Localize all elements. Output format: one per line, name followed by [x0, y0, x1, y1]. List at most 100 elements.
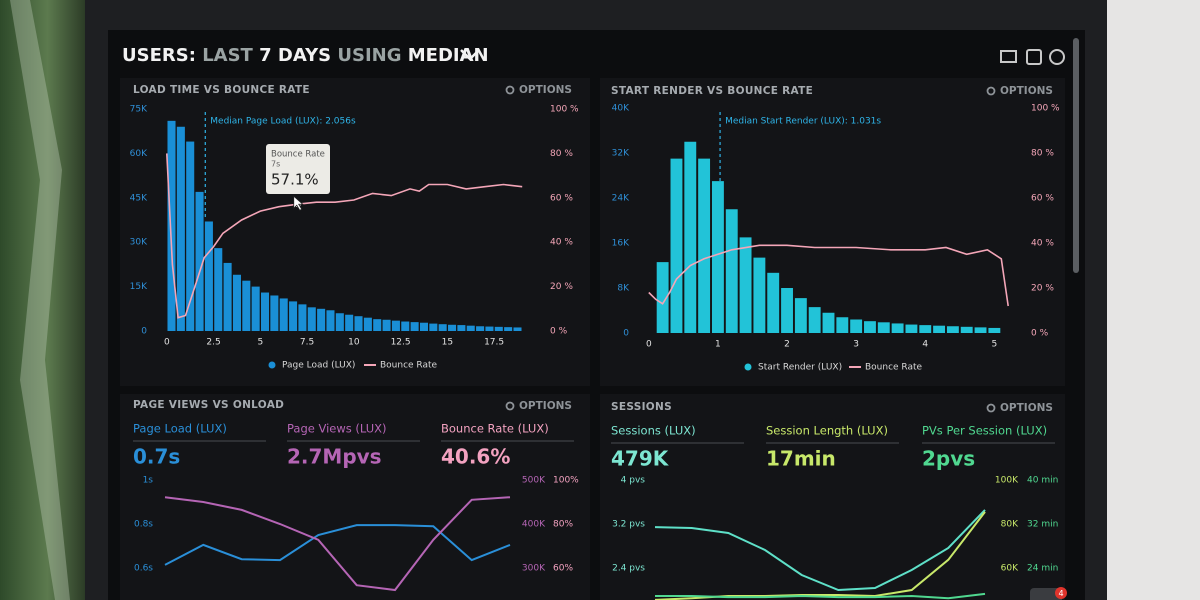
- bar: [279, 298, 288, 331]
- share-icon[interactable]: [1026, 49, 1042, 65]
- bar: [448, 324, 457, 331]
- x-tick-label: 10: [348, 338, 360, 348]
- kpi-value: 0.7s: [133, 445, 180, 469]
- bar: [270, 295, 279, 331]
- kpi-label: Session Length (LUX): [766, 424, 888, 438]
- line: [164, 496, 511, 592]
- y-tick-label: 2.4 pvs: [612, 564, 645, 574]
- y-tick-label: 24K: [612, 194, 630, 204]
- y3-tick-label: 24 min: [1027, 564, 1058, 574]
- legend-label: Start Render (LUX): [758, 363, 842, 373]
- kpi-label: Bounce Rate (LUX): [441, 422, 549, 436]
- y-tick-label: 0: [623, 329, 629, 339]
- bar: [974, 327, 987, 333]
- dropdown-chevron[interactable]: [460, 49, 480, 61]
- bar: [195, 191, 204, 331]
- kpi-label: Page Load (LUX): [133, 422, 227, 436]
- y-tick-label: 45K: [130, 193, 148, 203]
- y2-tick-label: 80 %: [1031, 149, 1054, 159]
- panel-title: SESSIONS: [611, 401, 672, 413]
- y2-tick-label: 500K: [522, 476, 546, 486]
- bar: [504, 327, 513, 331]
- x-tick-label: 2.5: [206, 338, 220, 348]
- bar: [513, 327, 522, 331]
- panel: [120, 394, 590, 600]
- bar: [753, 257, 766, 333]
- chat-button[interactable]: [1030, 588, 1062, 600]
- gear-icon[interactable]: [505, 401, 515, 411]
- options-button[interactable]: OPTIONS: [519, 84, 572, 96]
- bar: [232, 274, 241, 331]
- cursor: [293, 195, 304, 211]
- kpi-value: 2pvs: [922, 447, 975, 471]
- options-button[interactable]: OPTIONS: [1000, 85, 1053, 97]
- y-tick-label: 15K: [130, 282, 148, 292]
- bar: [946, 326, 959, 333]
- scrollbar: [1073, 38, 1079, 273]
- y2-tick-label: 300K: [522, 564, 546, 574]
- y3-tick-label: 80%: [553, 520, 573, 530]
- x-tick-label: 17.5: [484, 338, 504, 348]
- bar: [419, 322, 429, 331]
- y2-tick-label: 100K: [995, 476, 1019, 486]
- y2-tick-label: 80 %: [550, 149, 573, 159]
- bar: [401, 321, 410, 331]
- bar: [391, 320, 400, 331]
- y-tick-label: 4 pvs: [621, 476, 646, 486]
- bar: [242, 280, 251, 331]
- kpi-value: 40.6%: [441, 445, 510, 469]
- badge: [1055, 587, 1067, 599]
- kpi-value: 479K: [611, 447, 670, 471]
- bar: [438, 324, 447, 331]
- plant-blur: [0, 0, 95, 600]
- kpi-value: 17min: [766, 447, 836, 471]
- dashboard-title: USERS: LAST 7 DAYS USING MEDIAN: [122, 45, 489, 66]
- title-part: USERS:: [122, 45, 196, 66]
- kpi-label: Sessions (LUX): [611, 424, 696, 438]
- options-button[interactable]: OPTIONS: [1000, 402, 1053, 414]
- bar: [326, 310, 335, 331]
- kpi-value: 2.7Mpvs: [287, 445, 382, 469]
- line: [166, 153, 523, 319]
- line: [648, 244, 1009, 307]
- bar: [289, 301, 298, 331]
- y-tick-label: 75K: [130, 105, 148, 115]
- y3-tick-label: 32 min: [1027, 520, 1058, 530]
- bar: [850, 319, 863, 333]
- bar: [711, 181, 724, 333]
- bar: [656, 262, 669, 333]
- bar: [204, 221, 213, 331]
- median-label: Median Start Render (LUX): 1.031s: [725, 117, 881, 127]
- title-part: MEDIAN: [408, 45, 489, 66]
- gear-icon[interactable]: [505, 85, 515, 95]
- y2-tick-label: 20 %: [1031, 284, 1054, 294]
- x-tick-label: 5: [257, 338, 263, 348]
- bar: [335, 313, 344, 331]
- x-tick-label: 2: [784, 340, 790, 350]
- y2-tick-label: 0 %: [1031, 329, 1049, 339]
- y-tick-label: 0: [141, 327, 147, 337]
- bar: [933, 325, 946, 333]
- y-tick-label: 40K: [612, 104, 630, 114]
- gear-icon[interactable]: [986, 86, 996, 96]
- x-tick-label: 15: [442, 338, 453, 348]
- y2-tick-label: 40 %: [1031, 239, 1054, 249]
- help-icon[interactable]: [1049, 49, 1065, 65]
- tooltip-box: [266, 144, 330, 194]
- y2-tick-label: 40 %: [550, 238, 573, 248]
- bar: [877, 322, 890, 333]
- bar: [670, 158, 683, 333]
- x-tick-label: 3: [853, 340, 859, 350]
- legend-swatch: [744, 363, 752, 371]
- tooltip-subtitle: 7s: [271, 160, 280, 169]
- y2-tick-label: 0 %: [550, 327, 568, 337]
- gear-icon[interactable]: [986, 403, 996, 413]
- bar: [919, 325, 932, 333]
- monitor-icon[interactable]: [1000, 50, 1017, 63]
- x-tick-label: 5: [991, 340, 997, 350]
- y-tick-label: 1s: [143, 476, 154, 486]
- options-button[interactable]: OPTIONS: [519, 400, 572, 412]
- bar: [739, 237, 752, 333]
- bar: [317, 308, 326, 331]
- tooltip-value: 57.1%: [271, 171, 319, 189]
